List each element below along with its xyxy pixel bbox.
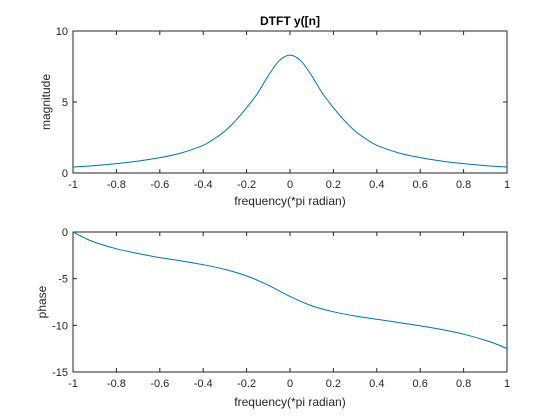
phase-line xyxy=(72,231,508,350)
magnitude-x-tick-label: -0.2 xyxy=(237,179,256,191)
magnitude-plot: -1 -0.8 -0.6 -0.4 -0.2 0 0.2 0.4 0.6 0.8 1 0 5 10 DT… xyxy=(39,14,510,208)
phase-x-tick-label: 0.4 xyxy=(369,378,384,390)
phase-x-tick-label: 1 xyxy=(504,378,510,390)
magnitude-line xyxy=(72,54,508,168)
phase-x-axis-label: frequency(*pi radian) xyxy=(234,395,345,409)
phase-x-tick-label: -0.6 xyxy=(150,378,169,390)
magnitude-x-tick-label: -0.8 xyxy=(107,179,126,191)
phase-y-ticks: -15 -10 -5 0 xyxy=(52,227,507,379)
magnitude-x-ticks: -1 -0.8 -0.6 -0.4 -0.2 0 0.2 0.4 0.6 0.8 1 xyxy=(68,31,510,191)
phase-x-tick-label: -0.4 xyxy=(194,378,213,390)
magnitude-x-tick-label: 1 xyxy=(504,179,510,191)
magnitude-x-tick-label: -1 xyxy=(68,179,78,191)
magnitude-x-tick-label: 0.2 xyxy=(326,179,341,191)
magnitude-x-tick-label: 0.4 xyxy=(369,179,384,191)
magnitude-y-axis-label: magnitude xyxy=(39,74,53,130)
magnitude-x-tick-label: 0 xyxy=(287,179,293,191)
phase-x-tick-label: 0.6 xyxy=(413,378,428,390)
magnitude-title: DTFT y([n] xyxy=(260,14,320,28)
phase-x-tick-label: -1 xyxy=(68,378,78,390)
magnitude-y-tick-label: 10 xyxy=(56,26,68,38)
phase-x-tick-label: -0.8 xyxy=(107,378,126,390)
phase-x-ticks: -1 -0.8 -0.6 -0.4 -0.2 0 0.2 0.4 0.6 0.8 1 xyxy=(68,232,510,390)
magnitude-x-tick-label: -0.4 xyxy=(194,179,213,191)
phase-y-axis-label: phase xyxy=(35,285,49,318)
magnitude-x-tick-label: 0.6 xyxy=(413,179,428,191)
phase-x-tick-label: -0.2 xyxy=(237,378,256,390)
magnitude-y-tick-label: 5 xyxy=(62,97,68,109)
magnitude-x-tick-label: 0.8 xyxy=(456,179,471,191)
phase-x-tick-label: 0.8 xyxy=(456,378,471,390)
magnitude-x-axis-label: frequency(*pi radian) xyxy=(234,194,345,208)
phase-y-tick-label: -10 xyxy=(52,320,68,332)
magnitude-axes-box xyxy=(72,30,508,174)
phase-x-tick-label: 0 xyxy=(287,378,293,390)
phase-x-tick-label: 0.2 xyxy=(326,378,341,390)
phase-y-tick-label: -15 xyxy=(52,367,68,379)
magnitude-x-tick-label: -0.6 xyxy=(150,179,169,191)
phase-y-tick-label: -5 xyxy=(58,274,68,286)
magnitude-y-ticks: 0 5 10 xyxy=(56,26,507,180)
magnitude-y-tick-label: 0 xyxy=(62,168,68,180)
phase-y-tick-label: 0 xyxy=(62,227,68,239)
phase-plot: -1 -0.8 -0.6 -0.4 -0.2 0 0.2 0.4 0.6 0.8 1 -15-10-… xyxy=(35,227,510,409)
